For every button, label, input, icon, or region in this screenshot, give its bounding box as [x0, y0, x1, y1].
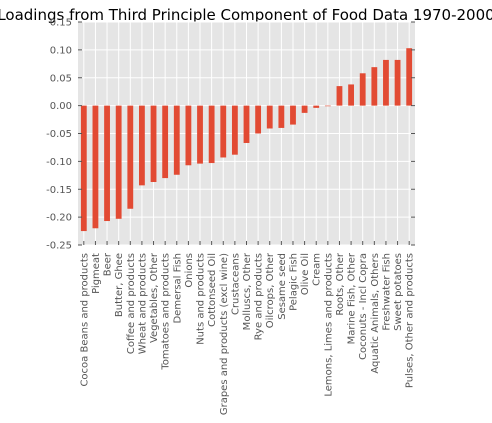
bars [80, 48, 413, 232]
bar [301, 105, 308, 113]
bar [208, 105, 215, 164]
x-tick-label: Demersal Fish [172, 253, 183, 324]
x-tick-label: Aquatic Animals, Others [370, 253, 381, 374]
bar [266, 105, 273, 129]
x-tick-label: Roots, Other [335, 252, 346, 316]
y-tick-label: 0.00 [50, 101, 72, 112]
bar [313, 105, 320, 108]
x-tick-label: Vegetables, Other [149, 252, 160, 343]
y-tick-label: -0.15 [46, 185, 72, 196]
bar [278, 105, 285, 128]
y-tick-label: -0.10 [46, 157, 72, 168]
x-axis-ticks: Cocoa Beans and products Pigmeat Beer Butte… [79, 241, 416, 415]
x-tick-label: Pigmeat [91, 253, 102, 294]
bar [324, 105, 331, 107]
bar [92, 105, 99, 229]
bar [336, 86, 343, 106]
bar [173, 105, 180, 175]
bar [371, 67, 378, 106]
bar [243, 105, 250, 143]
bar [115, 105, 122, 219]
y-tick-label: 0.05 [50, 73, 72, 84]
x-tick-label: Lemons, Limes and products [323, 253, 334, 397]
y-tick-label: -0.20 [46, 213, 72, 224]
x-tick-label: Nuts and products [196, 253, 207, 345]
bar [406, 48, 413, 106]
bar [290, 105, 296, 125]
x-tick-label: Pulses, Other and products [405, 253, 416, 388]
x-tick-label: Marine Fish, Other [347, 252, 358, 344]
x-tick-label: Molluscs, Other [242, 252, 253, 330]
bar [394, 59, 401, 106]
x-tick-label: Coffee and products [126, 253, 137, 354]
bar [139, 105, 145, 186]
bar [197, 105, 203, 164]
x-tick-label: Sweet potatoes [393, 253, 404, 331]
bar [80, 105, 87, 232]
bar [220, 105, 227, 158]
bar [150, 105, 157, 183]
x-tick-label: Cream [312, 253, 323, 286]
x-tick-label: Butter, Ghee [114, 253, 125, 317]
y-tick-label: 0.15 [50, 18, 72, 29]
bar [348, 84, 354, 106]
bar [162, 105, 169, 179]
x-tick-label: Grapes and products (excl wine) [219, 253, 230, 415]
y-tick-label: 0.10 [50, 45, 72, 56]
x-tick-label: Rye and products [254, 253, 265, 340]
x-tick-label: Wheat and products [137, 253, 148, 354]
x-tick-label: Crustaceans [230, 253, 241, 315]
x-tick-label: Sesame seed [277, 253, 288, 320]
x-tick-label: Olive Oil [300, 253, 311, 295]
y-tick-label: -0.25 [46, 241, 72, 252]
bar [383, 59, 389, 106]
y-axis-ticks: 0.15 0.10 0.05 0.00 -0.05 -0.10 -0.15 -0.20 -0.2… [46, 18, 415, 252]
x-tick-label: Onions [184, 253, 195, 288]
x-tick-label: Tomatoes and products [161, 253, 172, 371]
x-tick-label: Beer [103, 252, 114, 276]
bar [359, 73, 366, 106]
bar [231, 105, 238, 155]
x-tick-label: Coconuts - Incl Copra [358, 253, 369, 360]
x-tick-label: Oilcrops, Other [265, 252, 276, 328]
chart-title: Loadings from Third Principle Component … [0, 6, 492, 24]
x-tick-label: Cottonseed Oil [207, 253, 218, 327]
bar [127, 105, 134, 209]
bar [185, 105, 192, 166]
x-tick-label: Freshwater Fish [381, 253, 392, 331]
x-tick-label: Cocoa Beans and products [79, 253, 90, 387]
y-tick-label: -0.05 [46, 129, 72, 140]
x-tick-label: Pelagic Fish [288, 253, 299, 311]
bar [104, 105, 110, 222]
bar [255, 105, 262, 134]
